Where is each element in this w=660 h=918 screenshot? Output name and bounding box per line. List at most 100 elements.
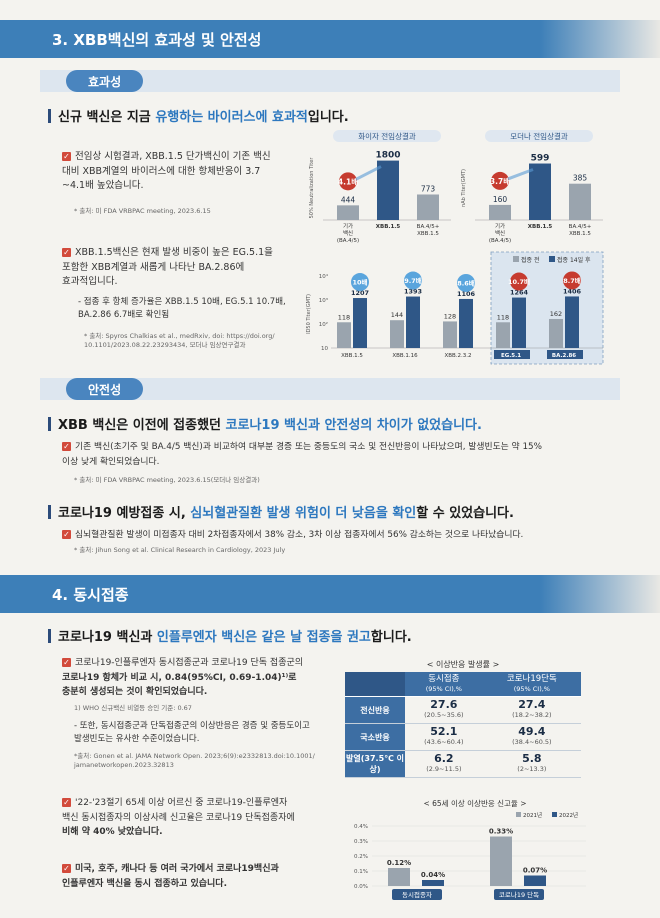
bar-value-label: 444 <box>341 195 356 204</box>
coadmin-para-2: ✓ '22-'23절기 65세 이상 어르신 중 코로나19-인플루엔자 백신 동… <box>62 796 347 840</box>
cell-ci: (2.9~11.5) <box>426 765 462 773</box>
cell-value: 6.2 <box>434 752 454 765</box>
check-icon: ✓ <box>62 530 71 539</box>
chart-title: < 65세 이상 이상반응 신고율 > <box>423 798 526 808</box>
y-tick-label: 10² <box>319 321 328 328</box>
chart-bar <box>549 318 563 348</box>
chart-bar <box>422 880 444 886</box>
fold-badge-label: 3.7배 <box>490 176 510 186</box>
section4-header: 4. 동시접종 <box>0 575 660 613</box>
cell-value: 49.4 <box>518 725 546 738</box>
eff-p1-b: 대비 XBB계열의 바이러스에 대한 항체반응이 3.7 <box>62 165 261 177</box>
bar-value-label: 118 <box>338 313 350 321</box>
y-tick-label: 10⁴ <box>319 273 329 280</box>
y-tick-label: 0.3% <box>354 839 368 845</box>
eff-p2-sub: - 접종 후 항체 증가율은 XBB.1.5 10배, EG.5.1 10.7배… <box>78 296 286 321</box>
eff-p2-sub-a: - 접종 후 항체 증가율은 XBB.1.5 10배, EG.5.1 10.7배… <box>78 297 286 307</box>
co-p1-note-b: jamanetworkopen.2023.32813 <box>74 761 174 769</box>
table-cell: 5.8 (2~13.3) <box>482 750 581 778</box>
category-label: (BA.4/5) <box>337 238 359 244</box>
category-label: BA.2.86 <box>552 353 576 359</box>
chart-bar <box>496 322 510 348</box>
eff-p2-sub-b: BA.2.86 6.7배로 확인됨 <box>78 309 170 320</box>
chart-ylabel: nAb Titer(GMT) <box>461 169 467 207</box>
table-cell: 52.1 (43.6~60.4) <box>405 723 483 751</box>
legend-swatch <box>513 256 519 262</box>
category-label: BA.4/5+ <box>417 224 440 230</box>
fold-badge-label: 10.7배 <box>508 277 530 286</box>
efficacy-top-charts: 화이자 전임상결과 50% Neutralization Titer 444 기가백신… <box>309 130 603 244</box>
chart-bar <box>565 296 579 348</box>
category-label: 기가 <box>343 222 353 230</box>
eff-p1-c: ~4.1배 높았습니다. <box>62 180 144 191</box>
fold-badge-label: 8.7배 <box>563 276 581 285</box>
check-icon: ✓ <box>62 248 71 257</box>
bar-value-label: 144 <box>391 311 403 319</box>
cardio-text: ✓ 심뇌혈관질환 발생이 미접종자 대비 2차접종자에서 38% 감소, 3차 이… <box>62 528 622 543</box>
category-label: XBB.2.3.2 <box>444 353 471 359</box>
y-tick-label: 10³ <box>319 297 328 304</box>
table-row-label: 발열(37.5℃ 이상) <box>345 750 405 778</box>
chart-bar <box>337 205 359 220</box>
chart-bar <box>377 160 399 220</box>
table-cell: 49.4 (38.4~60.5) <box>482 723 581 751</box>
fold-arrow <box>355 165 382 181</box>
cell-value: 27.4 <box>518 698 546 711</box>
bar-value-label: 0.07% <box>523 867 547 875</box>
chart-ylabel: 50% Neutralization Titer <box>309 157 315 219</box>
co-p3-b: 인플루엔자 백신을 동시 접종하고 있습니다. <box>62 878 227 889</box>
table-cell: 6.2 (2.9~11.5) <box>405 750 483 778</box>
table-col2-label: 코로나19단독 <box>506 674 557 684</box>
category-label: 백신 <box>343 229 353 237</box>
chart-title-pill <box>333 130 441 142</box>
eff-p2-b: 포함한 XBB계열과 새롭게 나타난 BA.2.86에 <box>62 261 245 273</box>
coadmin-para-3: ✓ 미국, 호주, 캐나다 등 여러 국가에서 코로나19백신과 인플루엔자 백신… <box>62 862 347 891</box>
efficacy-titer-chart: 접종 전 접종 14일 후 ID50 Titer(GMT) 10⁴ 10³ 10² 10 11… <box>306 251 604 365</box>
chart-bar <box>337 322 351 348</box>
legend-swatch <box>516 812 521 817</box>
check-icon: ✓ <box>62 798 71 807</box>
fold-badge <box>510 272 528 291</box>
efficacy-para-2: ✓ XBB.1.5백신은 현재 발생 비중이 높은 EG.5.1을 포함한 XBB… <box>62 246 307 290</box>
chart-bar <box>443 321 457 348</box>
eff-p2-note-b: 10.1101/2023.08.22.23293434, 모더나 임상연구결과 <box>84 341 246 349</box>
chart-bar <box>390 320 404 348</box>
bar-value-label: 118 <box>497 313 509 321</box>
cell-ci: (18.2~38.2) <box>512 711 552 719</box>
legend-label: 접종 전 <box>521 256 539 264</box>
co-p1-note-a: *출처: Gonen et al. JAMA Network Open. 202… <box>74 752 315 760</box>
co-p1-sub-b: 발생빈도는 유사한 수준이었습니다. <box>74 733 200 744</box>
table-cell: 27.6 (20.5~35.6) <box>405 696 483 724</box>
safety-note: * 출처: 미 FDA VRBPAC meeting, 2023.6.15(모더… <box>74 476 260 484</box>
y-tick-label: 0.2% <box>354 854 368 860</box>
safety-heading: XBB 백신은 이전에 접종했던 코로나19 백신과 안전성의 차이가 없었습니… <box>48 414 482 433</box>
category-label: XBB.1.5 <box>376 224 401 230</box>
bar-value-label: 1106 <box>457 290 476 298</box>
bar-value-label: 1207 <box>351 289 369 297</box>
chart-title: 화이자 전임상결과 <box>358 131 416 141</box>
co-p1-b: 코로나19 항체가 비교 시, 0.84(95%CI, 0.69-1.04)¹⁾… <box>62 672 297 683</box>
efficacy-heading-post: 입니다. <box>307 110 349 125</box>
cell-ci: (43.6~60.4) <box>424 738 464 746</box>
fold-badge <box>351 273 369 292</box>
table-row: 발열(37.5℃ 이상) 6.2 (2.9~11.5) 5.8 (2~13.3) <box>345 750 581 778</box>
category-label: 기가 <box>495 222 505 230</box>
table-row-label: 전신반응 <box>345 696 405 724</box>
eff-p2-a: XBB.1.5백신은 현재 발생 비중이 높은 EG.5.1을 <box>75 247 273 258</box>
chart-bar <box>459 298 473 348</box>
chart-bar <box>489 204 511 220</box>
chart-bar <box>490 836 512 886</box>
legend-swatch <box>549 256 555 262</box>
legend-swatch <box>552 812 557 817</box>
category-pill <box>392 889 442 900</box>
safety-heading-pre: XBB 백신은 이전에 접종했던 <box>58 418 226 433</box>
table-col1-label: 동시접종 <box>428 674 460 684</box>
chart-bar <box>569 183 591 220</box>
adverse-table-title: < 이상반응 발생률 > <box>426 660 500 669</box>
check-icon: ✓ <box>62 152 71 161</box>
chart-bar <box>417 194 439 220</box>
fold-badge <box>404 271 422 290</box>
fold-badge-label: 4.1배 <box>338 176 358 186</box>
legend-label: 2022년 <box>559 811 578 819</box>
chart-bar <box>529 163 551 220</box>
